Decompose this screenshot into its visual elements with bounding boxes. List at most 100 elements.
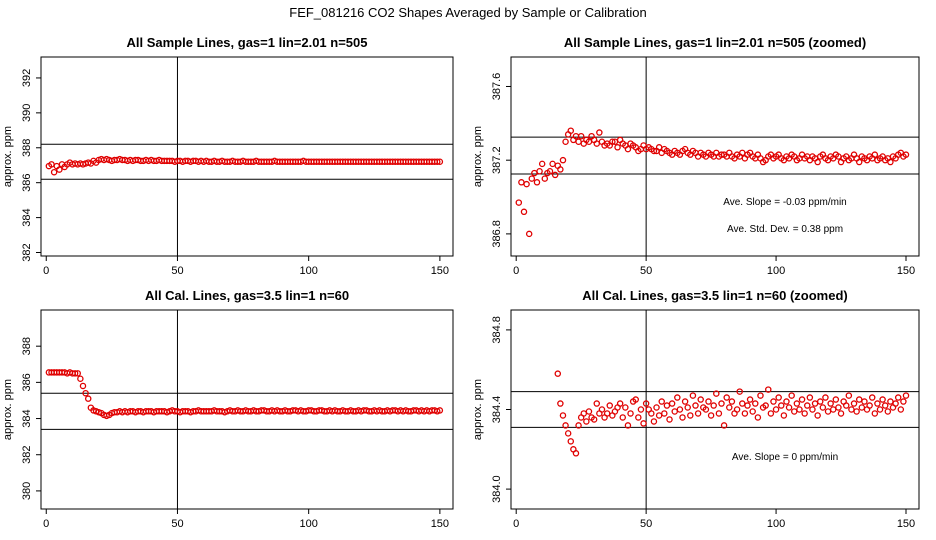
data-point — [809, 406, 816, 413]
y-tick-label: 380 — [21, 482, 33, 500]
data-point — [887, 158, 894, 166]
data-point — [666, 416, 673, 423]
y-tick-label: 386 — [21, 373, 33, 391]
data-point — [559, 412, 567, 419]
data-point — [593, 400, 601, 407]
panel-title: All Sample Lines, gas=1 lin=2.01 n=505 (… — [564, 35, 866, 50]
data-point — [855, 396, 863, 403]
data-point — [845, 392, 853, 399]
y-axis-label: approx. ppm — [472, 379, 484, 440]
annotation: Ave. Slope = -0.03 ppm/min — [723, 197, 847, 208]
data-point — [531, 169, 538, 177]
data-point — [783, 398, 790, 405]
x-tick-label: 0 — [43, 518, 49, 530]
data-point — [520, 208, 528, 216]
data-point — [887, 398, 894, 405]
panel-title: All Sample Lines, gas=1 lin=2.01 n=505 — [127, 35, 368, 50]
data-point — [702, 406, 710, 413]
data-point — [609, 138, 616, 146]
data-point — [658, 398, 665, 405]
data-point — [874, 400, 881, 407]
data-point — [679, 414, 686, 421]
data-point — [741, 410, 749, 417]
data-point — [772, 406, 780, 413]
data-point — [635, 414, 642, 421]
data-point — [642, 400, 650, 407]
x-tick-label: 100 — [767, 518, 785, 530]
data-point — [538, 160, 546, 168]
data-point — [650, 418, 658, 425]
data-point — [884, 408, 892, 415]
data-point — [580, 410, 588, 417]
plot-frame — [510, 56, 920, 257]
data-point — [525, 230, 533, 238]
data-point — [562, 422, 569, 429]
x-tick-label: 0 — [43, 265, 49, 277]
data-point — [850, 400, 858, 407]
data-point — [606, 402, 614, 409]
data-point — [676, 406, 684, 413]
x-tick-label: 150 — [431, 518, 449, 530]
data-point — [551, 171, 559, 179]
data-point — [744, 402, 751, 409]
data-point — [624, 422, 632, 429]
data-point — [746, 396, 754, 403]
data-point — [518, 179, 525, 186]
data-point — [603, 410, 611, 417]
y-axis-label: approx. ppm — [2, 379, 14, 440]
data-point — [902, 392, 910, 399]
data-point — [436, 407, 444, 414]
data-point — [50, 168, 58, 176]
data-point — [822, 394, 829, 401]
data-point — [557, 166, 564, 173]
annotation: Ave. Slope = 0 ppm/min — [732, 452, 838, 463]
data-point — [749, 408, 756, 415]
y-tick-label: 386 — [21, 174, 33, 192]
data-point — [640, 420, 647, 427]
y-tick-label: 392 — [21, 69, 33, 87]
data-point — [661, 410, 668, 417]
x-tick-label: 50 — [640, 265, 652, 277]
data-point — [692, 402, 699, 409]
data-point — [871, 410, 879, 417]
data-point — [752, 400, 759, 407]
y-tick-label: 384.8 — [491, 316, 503, 344]
data-point — [720, 422, 728, 429]
data-point — [837, 410, 845, 417]
data-point — [56, 166, 63, 173]
data-point — [778, 402, 785, 409]
data-point — [616, 400, 624, 407]
plot-frame — [40, 56, 454, 257]
y-tick-label: 387.6 — [491, 73, 503, 101]
y-tick-label: 384 — [21, 409, 33, 427]
data-point — [785, 404, 793, 411]
data-point — [814, 412, 821, 419]
data-point — [554, 370, 562, 377]
data-point — [775, 394, 782, 401]
data-point — [559, 156, 567, 164]
data-point — [668, 400, 676, 407]
data-point — [879, 396, 886, 403]
data-point — [767, 410, 775, 417]
x-tick-label: 0 — [513, 518, 519, 530]
data-point — [541, 175, 549, 182]
data-point — [881, 402, 889, 409]
data-point — [577, 132, 585, 140]
data-point — [806, 394, 814, 401]
data-point — [715, 410, 723, 417]
x-tick-label: 50 — [171, 265, 183, 277]
x-tick-label: 100 — [767, 265, 785, 277]
data-point — [689, 392, 697, 399]
data-point — [858, 404, 866, 411]
data-point — [567, 438, 575, 445]
data-point — [876, 406, 884, 413]
y-axis-label: approx. ppm — [2, 126, 14, 187]
data-point — [728, 398, 736, 405]
data-point — [622, 404, 629, 411]
annotation: Ave. Std. Dev. = 0.38 ppm — [727, 224, 843, 235]
data-point — [713, 390, 720, 397]
data-point — [726, 404, 733, 411]
data-point — [832, 396, 840, 403]
data-point — [705, 398, 712, 405]
data-point — [546, 167, 554, 175]
